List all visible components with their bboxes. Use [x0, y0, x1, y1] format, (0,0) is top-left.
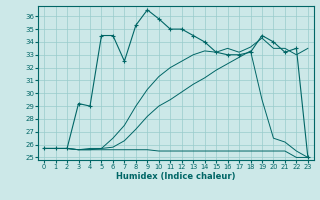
X-axis label: Humidex (Indice chaleur): Humidex (Indice chaleur)	[116, 172, 236, 181]
